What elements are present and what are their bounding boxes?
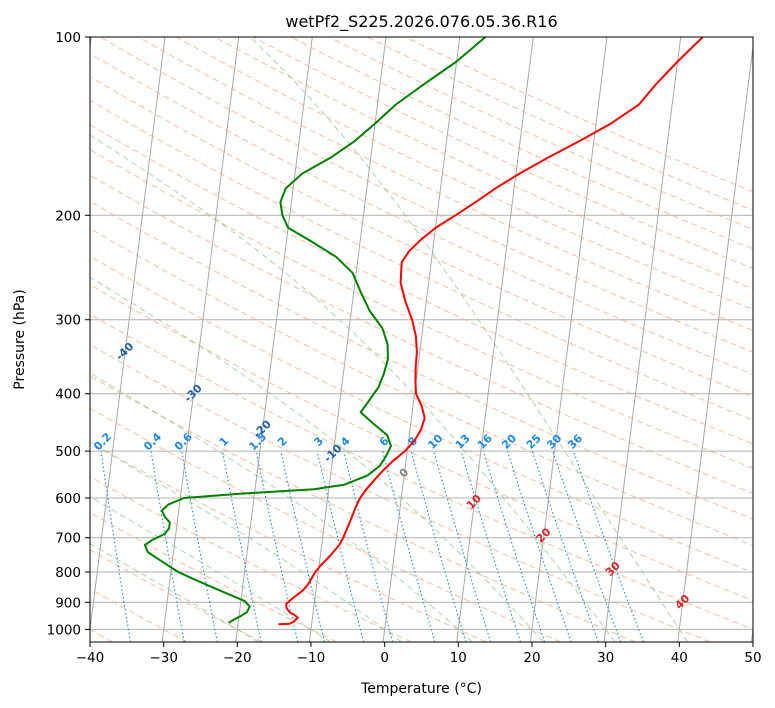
mixing-ratio-line xyxy=(150,451,185,642)
dry-adiabat xyxy=(90,99,753,421)
x-tick-label: −10 xyxy=(297,650,326,666)
dry-adiabat xyxy=(90,174,753,494)
y-tick-label: 300 xyxy=(55,313,81,329)
mixing-ratio-line xyxy=(433,450,492,642)
x-tick-label: 50 xyxy=(744,650,761,666)
mixing-ratio-line xyxy=(460,450,522,642)
x-tick-label: 40 xyxy=(671,650,688,666)
mixing-ratio-line xyxy=(531,450,599,642)
x-tick-label: 30 xyxy=(597,650,614,666)
x-tick-label: −40 xyxy=(76,650,105,666)
dry-adiabat xyxy=(90,53,753,375)
x-tick-label: 0 xyxy=(380,650,389,666)
x-axis: −40 −30 −20 −10 0 10 20 30 40 50 xyxy=(76,642,762,666)
y-tick-label: 400 xyxy=(55,387,81,403)
moist-adiabat xyxy=(90,542,259,642)
y-tick-label: 600 xyxy=(55,491,81,507)
dry-adiabat xyxy=(90,76,753,398)
isotherm-line xyxy=(308,37,387,642)
dry-adiabat xyxy=(90,284,753,602)
isotherm-line xyxy=(90,37,166,634)
y-tick-label: 200 xyxy=(55,208,81,224)
mixing-ratio-line xyxy=(221,450,262,642)
mixing-ratio-line xyxy=(100,451,132,642)
profile-series xyxy=(143,37,704,626)
x-tick-label: 20 xyxy=(523,650,540,666)
isotherm-line xyxy=(529,37,608,642)
mixing-ratio-line xyxy=(410,450,467,642)
mixing-ratio-line xyxy=(482,450,546,642)
dry-adiabat xyxy=(90,313,753,630)
dry-adiabat xyxy=(90,200,753,520)
mixing-ratio-line xyxy=(280,450,326,642)
dry-adiabat xyxy=(99,37,753,353)
mixing-ratio-line xyxy=(506,450,572,642)
x-tick-label: 10 xyxy=(450,650,467,666)
x-axis-title: Temperature (°C) xyxy=(360,681,482,697)
y-tick-label: 500 xyxy=(55,444,81,460)
x-tick-label: −30 xyxy=(149,650,178,666)
temperature-profile-line xyxy=(278,37,704,626)
moist-adiabat xyxy=(249,37,688,642)
moist-adiabat xyxy=(90,441,402,642)
dewpoint-profile-line xyxy=(143,37,487,624)
mixing-ratio-line xyxy=(382,450,436,642)
y-tick-label: 700 xyxy=(55,531,81,547)
dry-adiabat xyxy=(90,124,753,445)
isotherm-line xyxy=(603,37,682,642)
y-tick-label: 900 xyxy=(55,595,81,611)
isotherm-line xyxy=(235,37,313,642)
isotherm-line xyxy=(161,37,240,642)
isotherm-line xyxy=(382,37,461,642)
x-tick-label: −20 xyxy=(223,650,252,666)
y-axis: 1000 900 800 700 600 500 400 300 200 100 xyxy=(47,30,90,638)
isotherm-line xyxy=(456,37,534,642)
dry-adiabat xyxy=(90,149,753,469)
chart-title: wetPf2_S225.2026.076.05.36.R16 xyxy=(285,12,557,32)
y-axis-title: Pressure (hPa) xyxy=(12,289,28,389)
mixing-ratio-line xyxy=(181,451,218,642)
mixing-ratio-line xyxy=(552,450,622,642)
y-tick-label: 1000 xyxy=(47,622,81,638)
mixing-ratio-line xyxy=(255,450,299,642)
y-tick-label: 800 xyxy=(55,565,81,581)
mixing-ratio-line xyxy=(316,450,365,642)
isotherm-line xyxy=(677,43,753,642)
plot-frame xyxy=(89,36,754,643)
y-tick-label: 100 xyxy=(55,30,81,46)
background-lines xyxy=(90,37,753,642)
dry-adiabat xyxy=(90,441,487,642)
moist-adiabat xyxy=(90,372,473,642)
dry-adiabat xyxy=(90,344,711,642)
dry-adiabat xyxy=(90,227,753,547)
